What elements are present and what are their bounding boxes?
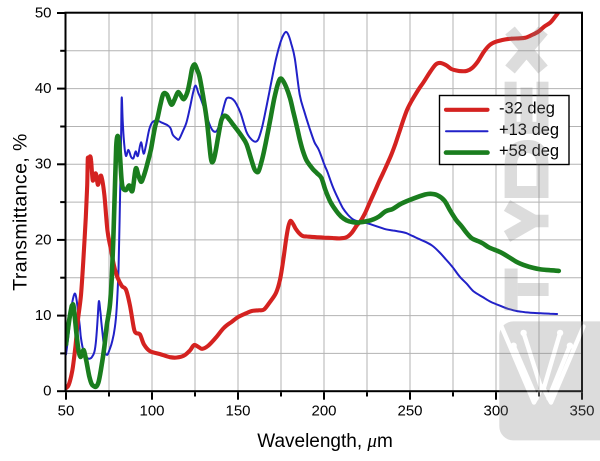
svg-text:100: 100	[139, 403, 164, 420]
svg-text:50: 50	[58, 403, 75, 420]
svg-text:250: 250	[397, 403, 422, 420]
svg-text:300: 300	[483, 403, 508, 420]
svg-text:+58 deg: +58 deg	[499, 142, 559, 160]
svg-text:+13 deg: +13 deg	[499, 121, 559, 139]
svg-text:10: 10	[35, 307, 52, 324]
svg-text:40: 40	[35, 80, 52, 97]
svg-text:20: 20	[35, 231, 52, 248]
svg-text:Transmittance, %: Transmittance, %	[10, 133, 32, 290]
svg-text:50: 50	[35, 4, 52, 21]
svg-text:200: 200	[311, 403, 336, 420]
svg-text:30: 30	[35, 156, 52, 173]
svg-text:0: 0	[43, 383, 51, 400]
svg-text:150: 150	[225, 403, 250, 420]
svg-text:-32 deg: -32 deg	[499, 99, 555, 117]
svg-text:Wavelength, μm: Wavelength, μm	[257, 431, 393, 452]
svg-text:350: 350	[569, 403, 594, 420]
